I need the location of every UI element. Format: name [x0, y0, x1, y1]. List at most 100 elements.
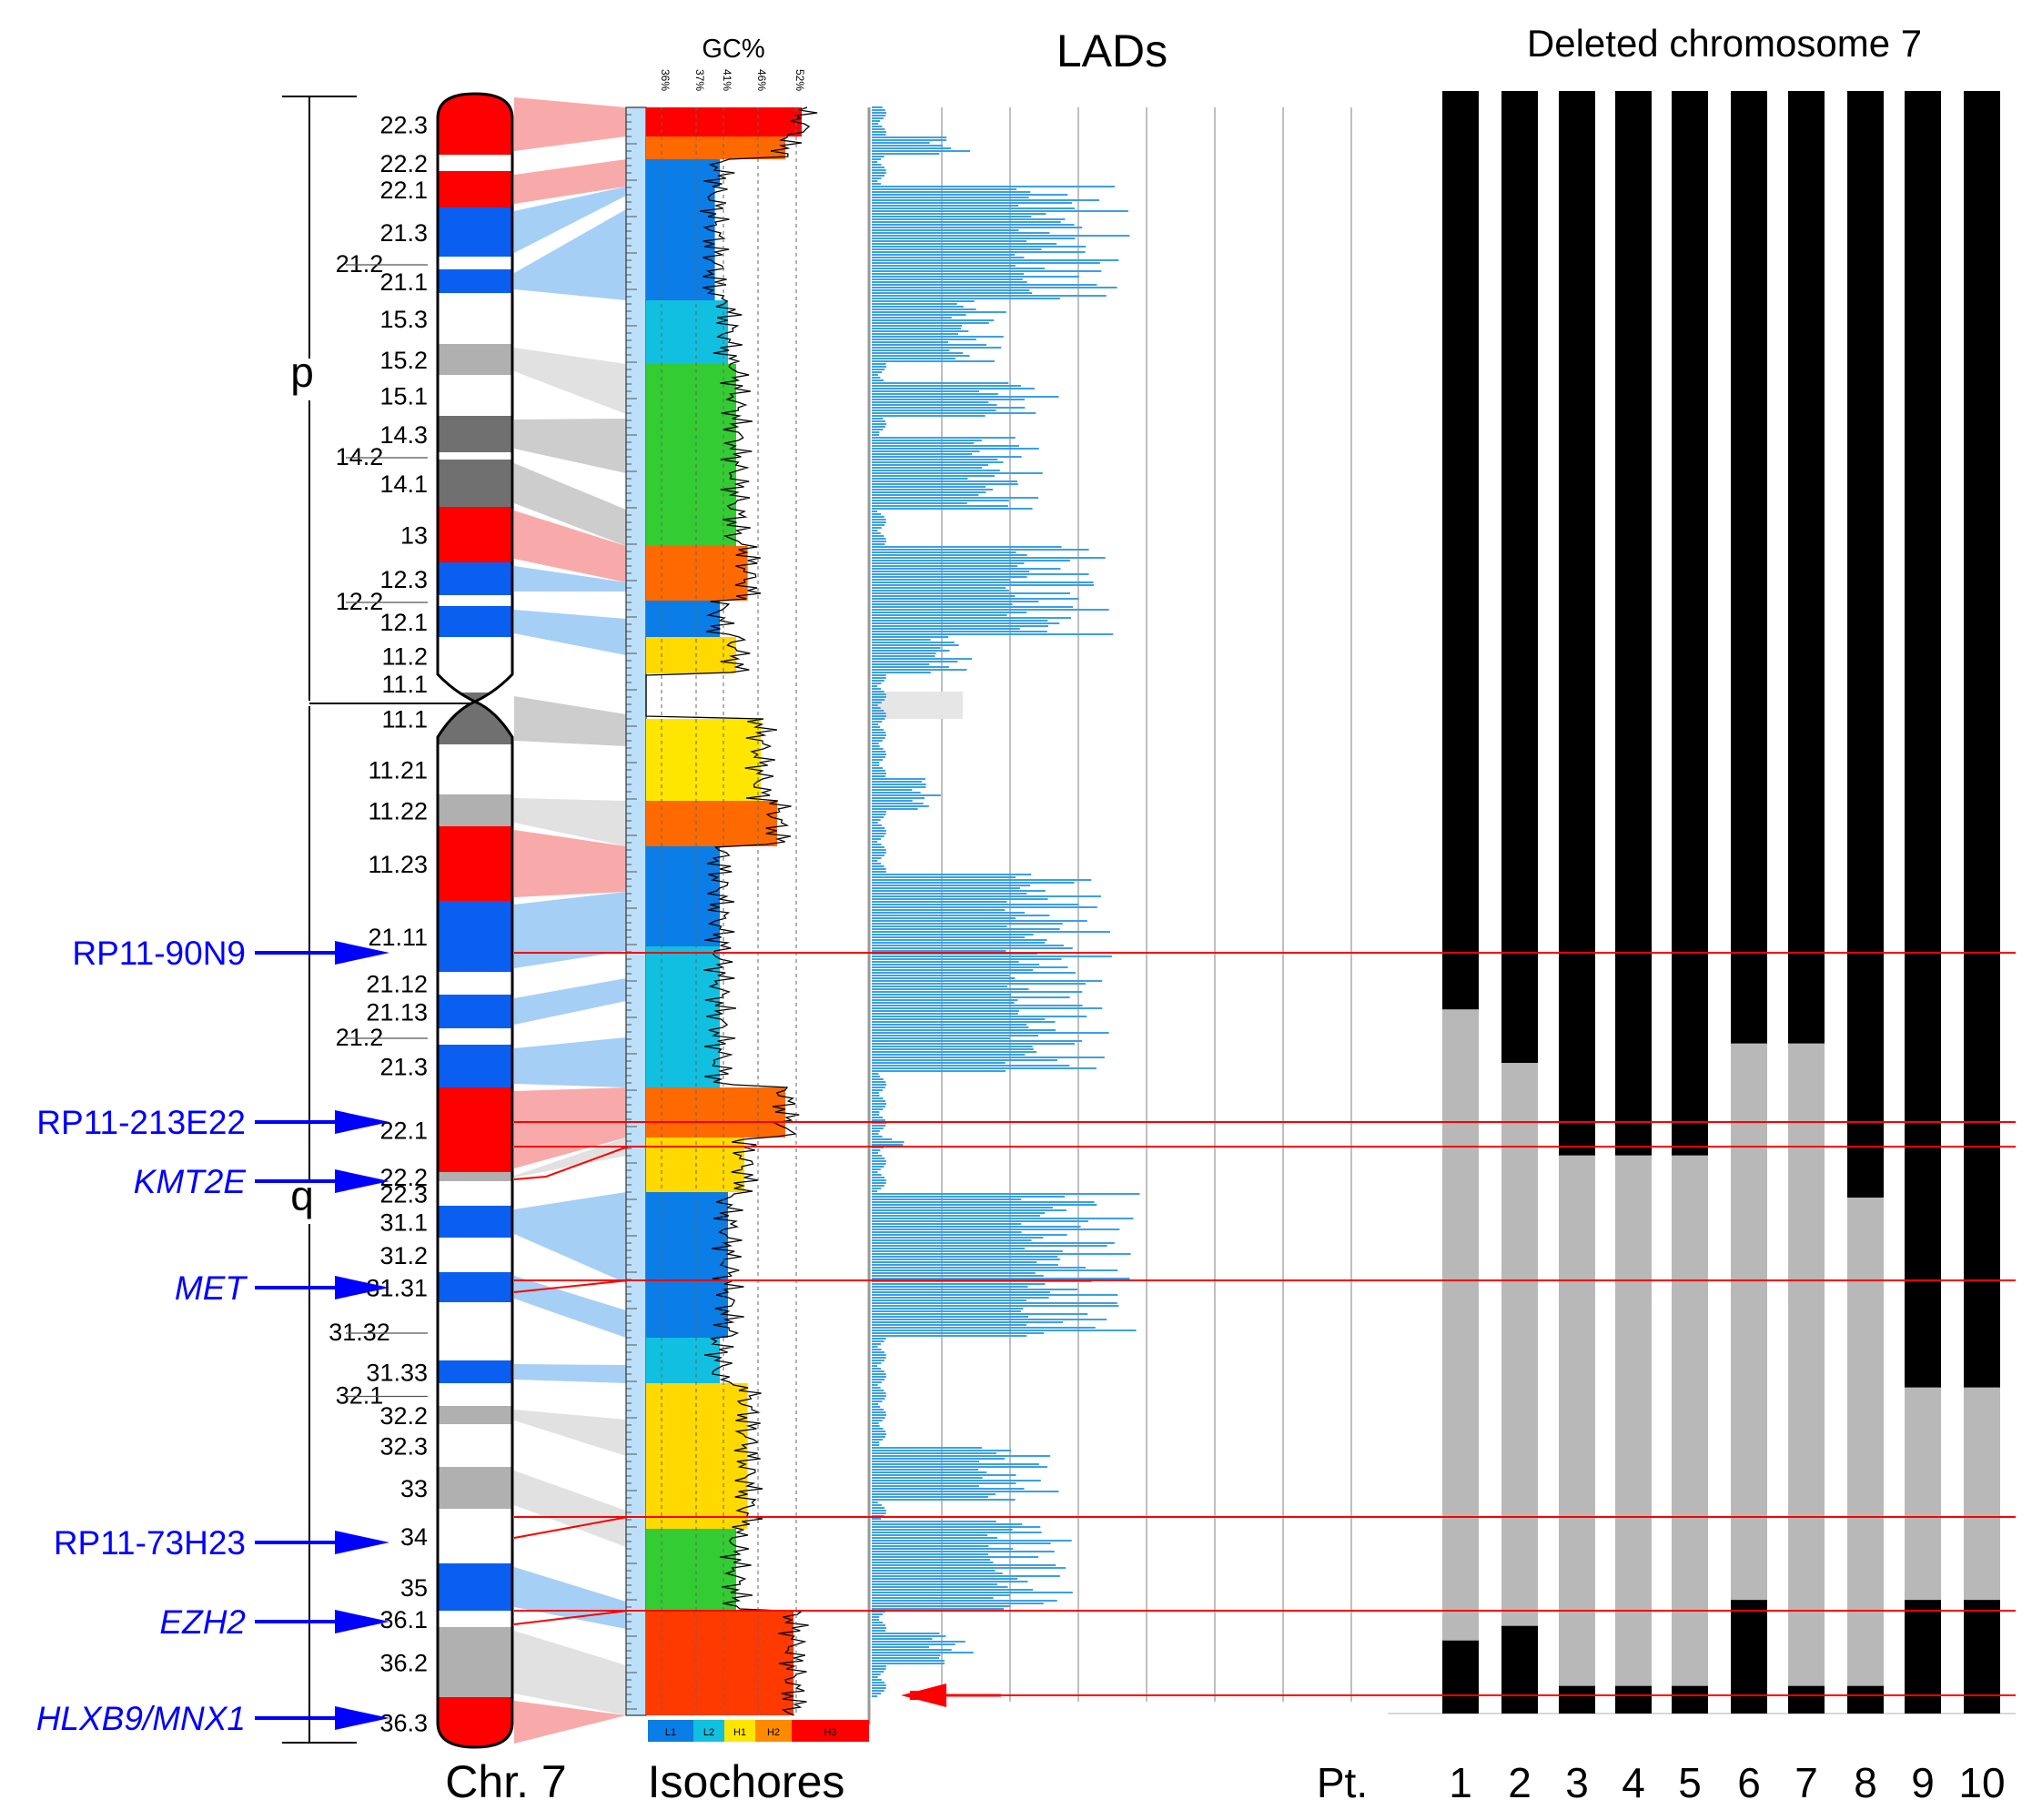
band-label-32.1: 32.1	[336, 1382, 384, 1410]
band-22.2	[438, 1172, 512, 1181]
band-11.23	[438, 826, 512, 901]
connector-31.1	[514, 1192, 626, 1283]
marker-connector-34	[513, 1516, 629, 1539]
isochore-segment	[646, 637, 736, 673]
legend-swatch-L1	[648, 1720, 693, 1742]
band-11.22	[438, 794, 512, 826]
band-label-36.2: 36.2	[379, 1650, 428, 1677]
band-12.1	[438, 606, 512, 637]
band-label-13: 13	[400, 522, 428, 550]
band-label-35: 35	[400, 1574, 428, 1602]
isochore-segment	[646, 159, 720, 187]
arm-brackets: p q	[282, 96, 473, 1744]
marker-arrow-head-6	[335, 1706, 389, 1730]
connector-33	[514, 1471, 626, 1547]
position-ruler	[625, 106, 647, 1716]
marker-arrow-head-3	[335, 1276, 389, 1299]
band-label-21.2: 21.2	[336, 1024, 384, 1051]
connector-31.33	[514, 1364, 626, 1383]
legend-label-L2: L2	[703, 1727, 714, 1738]
band-label-15.3: 15.3	[379, 306, 428, 333]
band-label-11.2: 11.2	[381, 643, 428, 671]
centromere-shade	[872, 692, 963, 719]
marker-arrow-head-2	[335, 1169, 389, 1193]
patient-6-deleted-region	[1731, 1043, 1767, 1601]
band-label-22.1: 22.1	[379, 1117, 428, 1145]
gc-tick-0: 36%	[659, 69, 672, 91]
connector-21.3	[514, 1037, 626, 1087]
connector-22.1	[514, 1087, 626, 1168]
band-21.13	[438, 995, 512, 1028]
patient-label-6: 6	[1737, 1759, 1761, 1806]
band-label-22.2: 22.2	[379, 1164, 428, 1191]
band-22.3	[438, 1181, 512, 1206]
connector-21.3	[514, 187, 626, 253]
isochore-segment	[646, 187, 715, 300]
isochore-segment	[646, 1192, 728, 1338]
band-36.2	[438, 1627, 512, 1697]
connector-14.3	[514, 419, 626, 473]
band-15.2	[438, 344, 512, 375]
band-21.2	[438, 257, 512, 269]
isochore-segment	[646, 846, 720, 946]
connector-21.1	[514, 209, 626, 300]
patient-2-deleted-region	[1501, 1063, 1538, 1626]
band-21.3	[438, 1045, 512, 1087]
band-label-22.1: 22.1	[379, 177, 428, 204]
band-label-11.21: 11.21	[368, 757, 428, 784]
connector-13	[514, 511, 626, 582]
band-34	[438, 1509, 512, 1563]
patient-5-deleted-region	[1672, 1155, 1708, 1686]
band-12.2	[438, 595, 512, 606]
band-32.3	[438, 1424, 512, 1467]
marker-arrow-head-4	[335, 1531, 389, 1554]
connector-12.3	[514, 566, 626, 592]
band-21.2	[438, 1028, 512, 1045]
gc-tick-2: 41%	[721, 69, 733, 91]
connector-31.31	[514, 1276, 626, 1338]
band-21.11	[438, 901, 512, 972]
band-isochore-connectors	[514, 97, 626, 1744]
band-label-31.1: 31.1	[379, 1209, 428, 1237]
patient-label-3: 3	[1565, 1759, 1589, 1806]
band-14.2	[438, 452, 512, 460]
band-label-15.2: 15.2	[379, 347, 428, 374]
marker-connector-ezh2	[513, 1610, 629, 1625]
isochore-segment	[646, 719, 761, 801]
band-label-31.2: 31.2	[379, 1242, 428, 1269]
isochore-plot: 36% 37% 41% 46% 52% L1 L2 H1 H2 H3	[625, 69, 871, 1742]
band-12.3	[438, 562, 512, 595]
band-31.33	[438, 1360, 512, 1383]
band-15.3	[438, 293, 512, 344]
band-11.1	[438, 674, 512, 693]
band-label-32.2: 32.2	[379, 1402, 428, 1430]
patient-label-2: 2	[1508, 1759, 1532, 1806]
isochore-segment	[646, 1611, 794, 1715]
marker-arrow-head-0	[335, 941, 389, 965]
band-22.1	[438, 171, 512, 207]
connector-36.3	[514, 1701, 626, 1744]
connector-36.2	[514, 1631, 626, 1715]
lad-arrow-head	[901, 1684, 946, 1707]
legend-label-H2: H2	[767, 1727, 780, 1738]
patient-9-deleted-region	[1905, 1387, 1941, 1601]
band-31.1	[438, 1206, 512, 1238]
connector-21.13	[514, 978, 626, 1025]
legend-label-L1: L1	[665, 1727, 676, 1738]
gc-tick-4: 52%	[794, 69, 806, 91]
band-22.1	[438, 1087, 512, 1172]
band-label-11.23: 11.23	[368, 851, 428, 878]
connector-32.2	[514, 1410, 626, 1456]
patient-label-9: 9	[1911, 1759, 1935, 1806]
marker-connector-kmt2e	[513, 1146, 629, 1180]
deleted-chromosome-title: Deleted chromosome 7	[1527, 22, 1922, 65]
patient-4-deleted-region	[1615, 1155, 1652, 1686]
isochores-label: Isochores	[648, 1756, 845, 1807]
band-label-14.3: 14.3	[379, 421, 428, 449]
band-11.21	[438, 744, 512, 794]
legend-swatch-H3	[792, 1720, 869, 1742]
patient-10-deleted-region	[1964, 1387, 2000, 1601]
gc-tick-3: 46%	[755, 69, 768, 91]
band-label-36.3: 36.3	[379, 1710, 428, 1737]
